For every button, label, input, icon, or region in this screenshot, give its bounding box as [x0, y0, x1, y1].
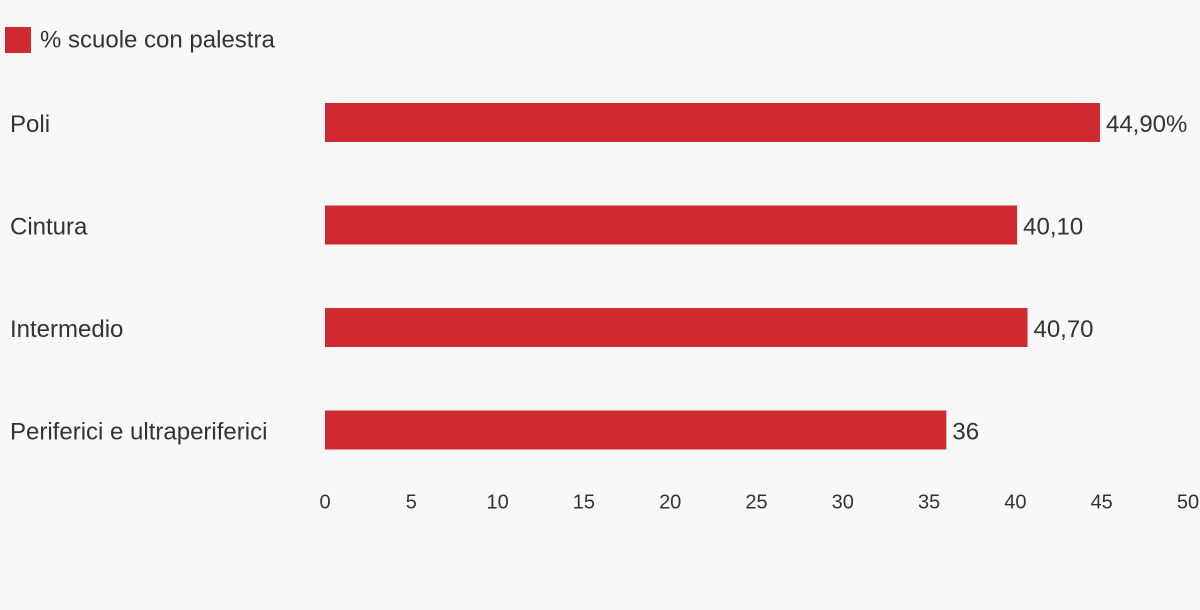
bar — [325, 103, 1100, 142]
bar — [325, 205, 1018, 245]
x-tick-label: 45 — [1091, 491, 1113, 513]
x-tick-label: 0 — [319, 491, 330, 513]
bar — [325, 410, 947, 450]
bar — [325, 308, 1028, 347]
category-label: Periferici e ultraperiferici — [10, 418, 267, 445]
x-tick-label: 30 — [832, 491, 854, 513]
x-tick-label: 25 — [745, 491, 767, 513]
value-label: 40,10 — [1023, 213, 1083, 240]
category-label: Cintura — [10, 213, 88, 240]
x-tick-label: 15 — [573, 491, 595, 513]
x-tick-label: 50 — [1177, 491, 1199, 513]
value-label: 36 — [952, 418, 979, 445]
x-tick-label: 40 — [1004, 491, 1026, 513]
legend-label: % scuole con palestra — [40, 26, 275, 53]
x-tick-label: 20 — [659, 491, 681, 513]
legend-swatch — [5, 27, 31, 53]
category-label: Intermedio — [10, 316, 123, 343]
x-tick-label: 35 — [918, 491, 940, 513]
x-tick-label: 5 — [406, 491, 417, 513]
value-label: 44,90% — [1106, 111, 1187, 138]
x-tick-label: 10 — [486, 491, 508, 513]
value-label: 40,70 — [1033, 316, 1093, 343]
category-label: Poli — [10, 111, 50, 138]
